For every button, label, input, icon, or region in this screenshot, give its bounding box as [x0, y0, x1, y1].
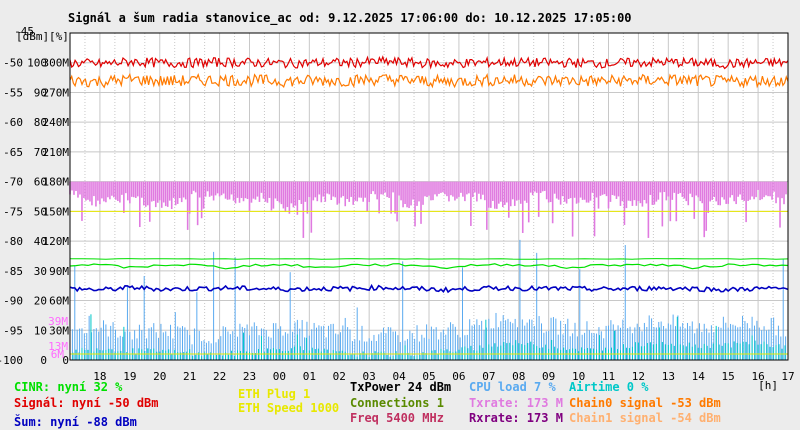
legend-txpower: TxPower 24 dBm [350, 380, 452, 394]
y-tick-dbm: -100 [0, 354, 23, 367]
y-tick-rate: 270M [43, 86, 70, 99]
legend-cpu-load: CPU load 7 % [469, 380, 556, 394]
x-tick-label: 20 [153, 370, 166, 383]
signal-line [69, 55, 789, 70]
legend-freq: Freq 5400 MHz [350, 411, 444, 425]
legend-eth-plug: ETH Plug 1 [238, 387, 311, 401]
x-tick-label: 11 [602, 370, 615, 383]
scale-label-13m: 13M [48, 340, 68, 353]
y-tick-percent: 60 [34, 176, 47, 189]
y-tick-dbm: -85 [3, 265, 23, 278]
legend-chain1: Chain1 signal -54 dBm [569, 411, 721, 425]
x-tick-label: 08 [512, 370, 525, 383]
x-tick-label: 03 [363, 370, 376, 383]
x-tick-label: 10 [572, 370, 585, 383]
y-label-top: -45 [14, 25, 34, 38]
y-tick-percent: 0 [40, 354, 47, 367]
noise-line [69, 283, 789, 294]
y-tick-dbm: -80 [3, 235, 23, 248]
y-tick-rate: 0 [62, 354, 69, 367]
y-tick-dbm: -50 [3, 57, 23, 70]
x-tick-label: 13 [662, 370, 675, 383]
chain0-line [69, 72, 789, 89]
y-tick-rate: 210M [43, 146, 70, 159]
legend-eth-speed: ETH Speed 1000 [238, 401, 340, 415]
plot-frame [69, 32, 789, 361]
scale-label-6m: 6M [51, 348, 65, 361]
x-tick-label: 00 [273, 370, 286, 383]
y-tick-percent: 90 [34, 86, 47, 99]
chart-title: Signál a šum radia stanovice_ac od: 9.12… [68, 11, 632, 25]
y-tick-rate: 150M [43, 205, 70, 218]
legend-rxrate: Rxrate: 173 M [469, 411, 563, 425]
y-tick-dbm: -75 [3, 205, 23, 218]
y-tick-percent: 20 [34, 295, 47, 308]
legend-connections: Connections 1 [350, 396, 444, 410]
y-tick-dbm: -60 [3, 116, 23, 129]
x-tick-label: 14 [692, 370, 706, 383]
y-unit-percent: [%] [49, 30, 69, 43]
x-tick-label: 09 [542, 370, 555, 383]
x-tick-label: 04 [392, 370, 406, 383]
y-tick-percent: 30 [34, 265, 47, 278]
y-tick-rate: 180M [43, 176, 70, 189]
y-tick-percent: 100 [27, 57, 47, 70]
y-tick-dbm: -70 [3, 176, 23, 189]
x-tick-label: 02 [333, 370, 346, 383]
x-tick-label: 21 [183, 370, 196, 383]
legend-airtime: Airtime 0 % [569, 380, 649, 394]
y-tick-dbm: -90 [3, 295, 23, 308]
scale-label-39m: 39M [48, 315, 68, 328]
x-tick-label: 06 [452, 370, 465, 383]
x-tick-label: 19 [123, 370, 136, 383]
y-tick-rate: 60M [49, 295, 69, 308]
x-tick-label: 16 [751, 370, 764, 383]
y-tick-dbm: -55 [3, 86, 23, 99]
legend-cinr: CINR: nyní 32 % [14, 380, 123, 394]
cinr-line [69, 263, 789, 270]
x-axis-label: [h] [758, 379, 778, 392]
y-tick-percent: 70 [34, 146, 47, 159]
x-tick-label: 12 [632, 370, 645, 383]
legend-txrate: Txrate: 173 M [469, 396, 563, 410]
legend-signal: Signál: nyní -50 dBm [14, 396, 159, 410]
y-tick-percent: 10 [34, 324, 47, 337]
x-tick-label: 15 [722, 370, 735, 383]
y-tick-percent: 50 [34, 205, 47, 218]
ccq-line [69, 258, 789, 260]
legend-noise: Šum: nyní -88 dBm [14, 415, 137, 429]
y-unit-dbm: [dBm] [16, 30, 49, 43]
x-tick-label: 05 [422, 370, 435, 383]
x-tick-label: 17 [781, 370, 794, 383]
y-tick-rate: 240M [43, 116, 70, 129]
x-tick-label: 18 [93, 370, 106, 383]
x-tick-label: 22 [213, 370, 226, 383]
x-tick-label: 07 [482, 370, 495, 383]
legend-chain0: Chain0 signal -53 dBm [569, 396, 721, 410]
y-tick-rate: 120M [43, 235, 70, 248]
y-tick-rate: 300M [43, 57, 70, 70]
y-tick-dbm: -65 [3, 146, 23, 159]
y-tick-rate: 90M [49, 265, 69, 278]
x-tick-label: 01 [303, 370, 316, 383]
x-tick-label: 23 [243, 370, 256, 383]
y-tick-percent: 40 [34, 235, 47, 248]
y-tick-percent: 80 [34, 116, 47, 129]
y-tick-rate: 30M [49, 324, 69, 337]
y-tick-dbm: -95 [3, 324, 23, 337]
